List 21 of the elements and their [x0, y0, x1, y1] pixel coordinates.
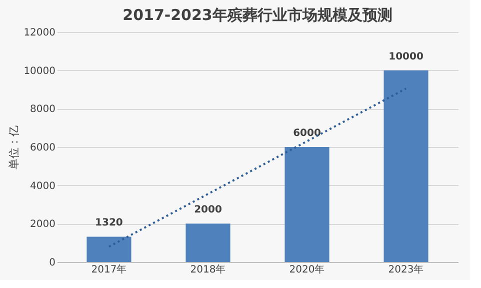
y-tick-label: 8000 [30, 104, 56, 116]
data-label: 6000 [293, 128, 321, 139]
data-label: 1320 [95, 218, 123, 229]
bar [186, 224, 230, 262]
y-tick-label: 10000 [24, 66, 56, 77]
x-tick-label: 2018年 [190, 264, 226, 276]
y-tick-label: 6000 [30, 142, 56, 154]
y-axis-title: 单位：亿 [8, 126, 21, 170]
bar [384, 70, 428, 262]
x-tick-label: 2020年 [289, 264, 325, 276]
y-tick-label: 0 [49, 258, 56, 268]
x-tick-label: 2023年 [388, 264, 424, 276]
y-tick-label: 4000 [30, 180, 56, 192]
chart-title: 2017-2023年殡葬行业市场规模及预测 [122, 6, 392, 24]
x-tick-label: 2017年 [91, 264, 127, 276]
data-label: 2000 [194, 204, 222, 216]
data-label: 10000 [388, 51, 424, 62]
y-tick-label: 12000 [24, 28, 56, 38]
bar [284, 147, 330, 262]
y-tick-label: 2000 [30, 219, 56, 230]
bar [86, 236, 132, 262]
